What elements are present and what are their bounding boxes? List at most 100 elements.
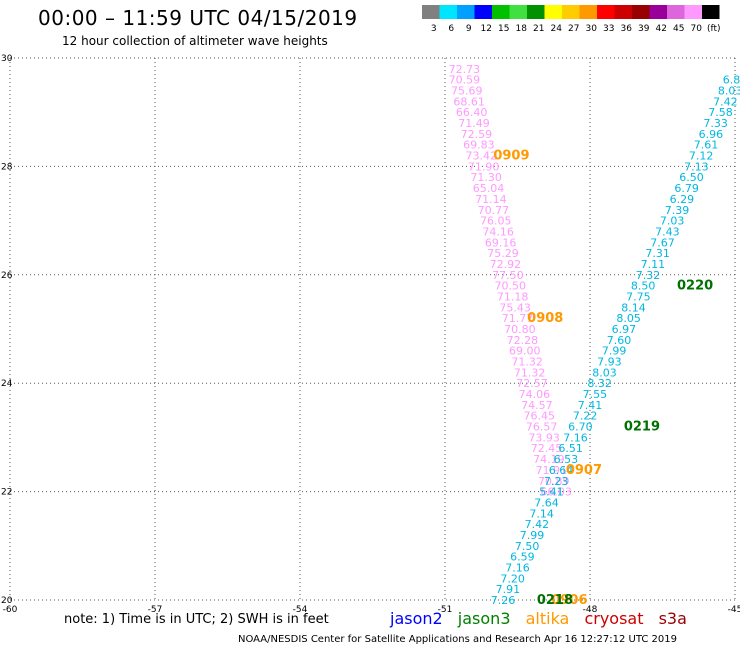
legend-label: 45 (673, 24, 684, 34)
data-label: 7.14 (529, 507, 554, 520)
data-label: 7.20 (500, 572, 525, 585)
data-label: 8.32 (587, 377, 612, 390)
data-label: 71.18 (497, 290, 529, 303)
legend-swatch (509, 5, 527, 19)
data-label: 72.28 (507, 334, 539, 347)
y-tick-label: 22 (1, 488, 12, 498)
data-label: 7.64 (534, 496, 559, 509)
legend-label: 33 (603, 24, 614, 34)
legend-swatch (474, 5, 492, 19)
data-label: 70.80 (504, 323, 536, 336)
data-label: 69.83 (463, 139, 495, 152)
x-tick-label: -57 (148, 605, 163, 615)
sat-label-jason3: jason3 (457, 609, 511, 628)
legend-label: (ft) (707, 24, 721, 34)
data-label: 74.19 (533, 453, 565, 466)
legend-swatch (492, 5, 510, 19)
legend-swatch (422, 5, 440, 19)
data-label: 7.42 (713, 95, 738, 108)
y-tick-label: 24 (1, 379, 13, 389)
data-label: 74.57 (521, 399, 553, 412)
legend-label: 27 (568, 24, 579, 34)
legend-swatch (457, 5, 475, 19)
data-label: 8.03 (592, 366, 617, 379)
color-legend: 3 6 9 12 15 18 21 24 27 30 33 36 39 42 45 70 (ft) (422, 5, 721, 34)
data-label: 77.50 (492, 269, 524, 282)
credit-line: NOAA/NESDIS Center for Satellite Applica… (238, 634, 677, 645)
legend-label: 42 (656, 24, 667, 34)
data-label: 7.50 (515, 540, 540, 553)
data-label: 6.53 (554, 453, 579, 466)
data-label: 7.16 (563, 431, 588, 444)
sat-label-cryosat: cryosat (584, 609, 644, 628)
data-label: 8.14 (621, 301, 646, 314)
data-label: 72.57 (516, 377, 548, 390)
data-label: 73.42 (466, 150, 498, 163)
data-label: 71.32 (511, 356, 543, 369)
data-label: 70.59 (449, 74, 481, 87)
y-tick-label: 20 (1, 596, 13, 606)
data-label: 71.90 (468, 160, 500, 173)
data-label: 7.43 (655, 225, 680, 238)
y-tick-label: 26 (1, 271, 13, 281)
legend-label: 21 (533, 24, 544, 34)
legend-swatch (632, 5, 650, 19)
data-label: 7.22 (573, 410, 598, 423)
data-label: 74.16 (482, 225, 514, 238)
data-label: 71.32 (514, 366, 546, 379)
data-label: 72.59 (461, 128, 493, 141)
data-label: 75.43 (499, 301, 531, 314)
chart-title: 00:00 – 11:59 UTC 04/15/2019 (38, 6, 358, 30)
data-label: 76.45 (524, 410, 556, 423)
data-label: 7.11 (641, 258, 666, 271)
footer-note: note: 1) Time is in UTC; 2) SWH is in fe… (64, 612, 329, 627)
data-label: 66.40 (456, 106, 488, 119)
x-tick-label: -54 (293, 605, 308, 615)
data-label: 71.14 (475, 193, 507, 206)
data-label: 7.16 (505, 561, 530, 574)
legend-swatch (439, 5, 457, 19)
legend-label: 30 (586, 24, 598, 34)
legend-label: 9 (466, 24, 472, 34)
legend-label: 36 (621, 24, 633, 34)
data-label: 6.70 (568, 421, 593, 434)
data-label: 6.50 (679, 171, 704, 184)
chart-subtitle: 12 hour collection of altimeter wave hei… (62, 34, 328, 48)
data-label: 6.29 (670, 193, 695, 206)
legend-label: 3 (431, 24, 437, 34)
data-label: 73.93 (528, 431, 560, 444)
data-label: 5.41 (539, 486, 564, 499)
data-label: 75.29 (487, 247, 519, 260)
x-tick-label: -60 (3, 605, 18, 615)
legend-label: 6 (448, 24, 454, 34)
x-tick-label: -51 (438, 605, 453, 615)
data-label: 7.99 (520, 529, 545, 542)
time-annotation: 0908 (527, 311, 563, 326)
sat-label-s3a: s3a (658, 609, 687, 628)
legend-swatch (579, 5, 597, 19)
data-label: 7.42 (525, 518, 550, 531)
data-label: 71.91 (536, 464, 568, 477)
legend-swatch (544, 5, 562, 19)
legend-swatch (562, 5, 580, 19)
data-label: 69.16 (485, 236, 517, 249)
satellite-legend: jason2 jason3 altika cryosat s3a (390, 609, 697, 628)
legend-swatch (684, 5, 702, 19)
data-label: 71.77 (502, 312, 534, 325)
legend-swatch (614, 5, 632, 19)
time-annotation: 0909 (493, 149, 529, 164)
data-label: 76.57 (526, 421, 558, 434)
data-label: 7.23 (544, 475, 569, 488)
data-label: 7.75 (626, 290, 651, 303)
data-label: 7.26 (491, 594, 516, 607)
legend-label: 15 (498, 24, 509, 34)
data-label: 7.32 (636, 269, 661, 282)
data-label: 7.99 (602, 345, 627, 358)
data-label: 66.03 (540, 486, 572, 499)
time-annotation: 0218 (537, 593, 573, 608)
x-tick-label: -45 (728, 605, 740, 615)
data-label: 6.64 (549, 464, 574, 477)
data-label: 69.00 (509, 345, 541, 358)
legend-swatch (667, 5, 685, 19)
legend-label: 12 (481, 24, 492, 34)
